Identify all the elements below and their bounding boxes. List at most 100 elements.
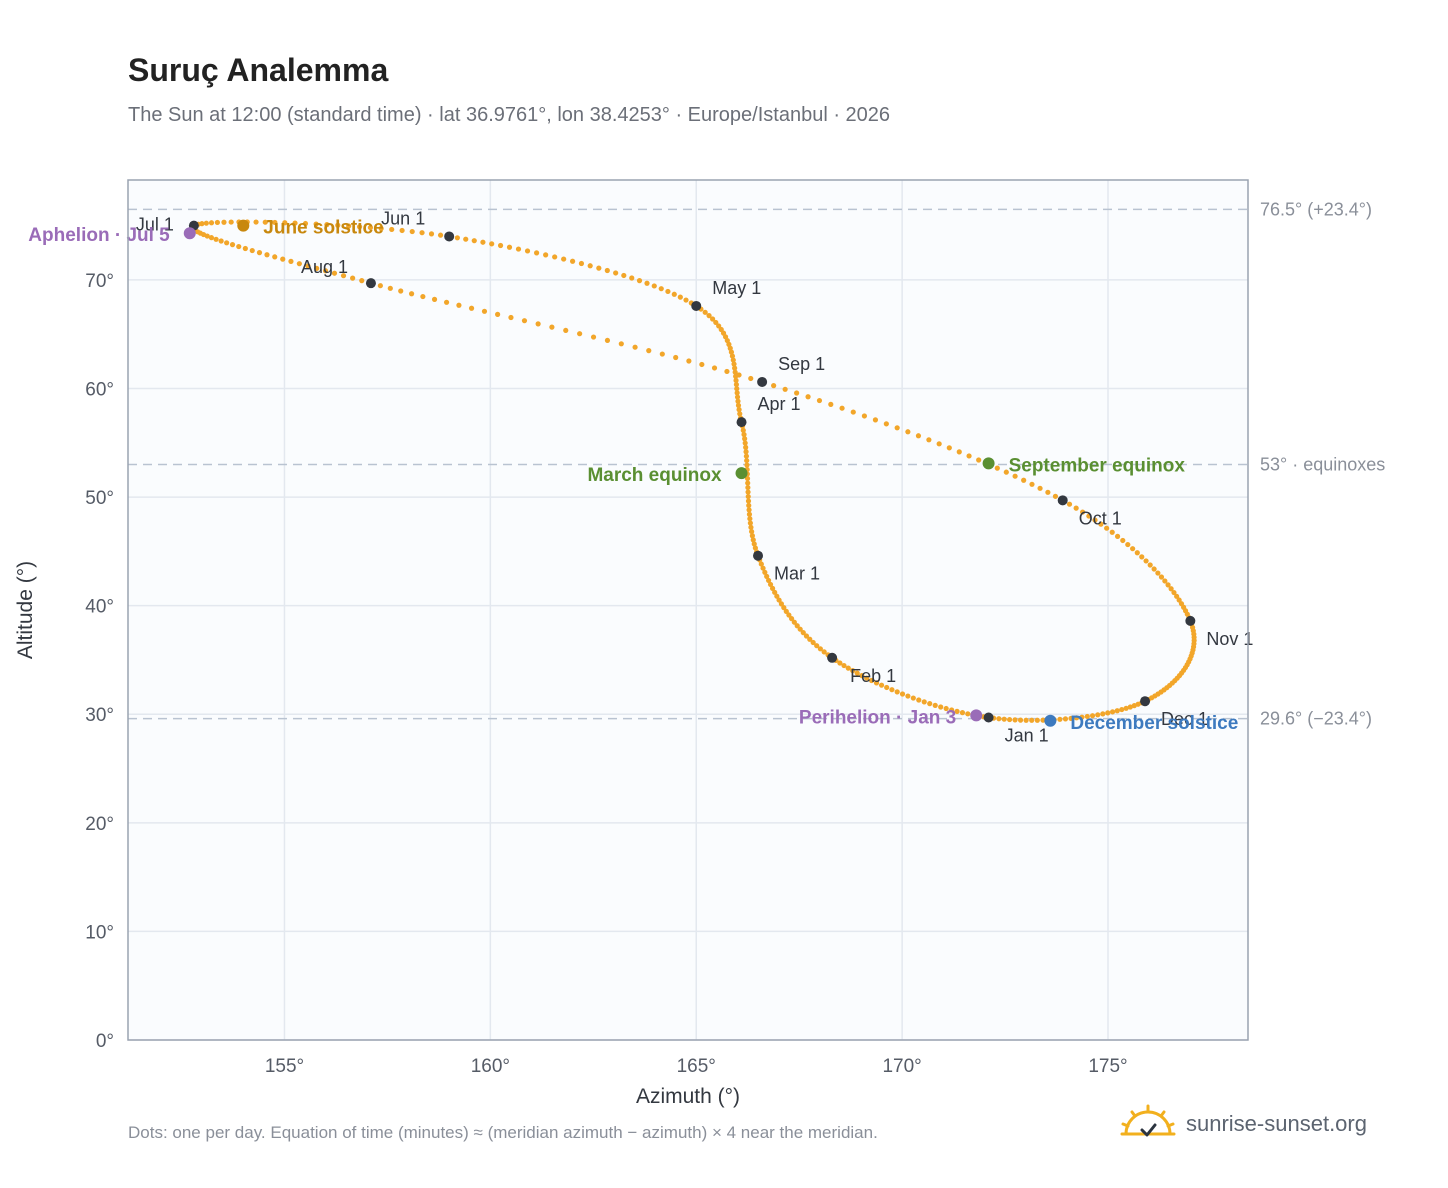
event-marker — [735, 467, 748, 480]
month-label: Apr 1 — [758, 394, 801, 414]
daily-dot — [242, 245, 248, 252]
daily-dot — [748, 375, 754, 382]
daily-dot — [733, 381, 740, 388]
daily-dot — [936, 441, 942, 447]
event-label: March equinox — [587, 465, 722, 486]
daily-dot — [1131, 703, 1137, 709]
event-label: September equinox — [1009, 455, 1186, 476]
daily-dot — [1134, 550, 1140, 556]
daily-dot — [495, 311, 501, 317]
daily-dot — [724, 368, 730, 375]
daily-dot — [884, 684, 890, 691]
daily-dot — [764, 573, 770, 579]
brand-logo[interactable]: sunrise-sunset.org — [1120, 1102, 1367, 1146]
daily-dot — [629, 275, 635, 281]
daily-dot — [229, 242, 236, 248]
month-marker — [736, 417, 747, 428]
month-label: Feb 1 — [850, 666, 896, 686]
daily-dot — [1100, 711, 1106, 717]
month-marker — [757, 376, 768, 387]
y-tick-label: 30° — [85, 705, 114, 726]
daily-dot — [889, 687, 895, 693]
daily-dot — [1171, 589, 1177, 596]
daily-dot — [322, 268, 329, 274]
daily-dot — [805, 394, 811, 400]
daily-dot — [1057, 716, 1063, 722]
daily-dot — [734, 386, 740, 392]
daily-dot — [702, 309, 708, 315]
daily-dot — [864, 675, 870, 681]
daily-dot — [314, 265, 320, 271]
month-label: Nov 1 — [1206, 629, 1253, 649]
daily-dot — [1003, 469, 1009, 475]
daily-dot — [515, 246, 522, 252]
daily-dot — [208, 235, 215, 241]
daily-dot — [224, 240, 230, 246]
month-marker — [983, 712, 994, 723]
daily-dot — [745, 480, 751, 486]
daily-dot — [1104, 525, 1110, 531]
daily-dot — [214, 219, 221, 226]
daily-dot — [228, 219, 234, 225]
month-label: Oct 1 — [1079, 508, 1122, 528]
event-markers: March equinox June solstice September equi… — [28, 218, 1238, 734]
event-marker — [1044, 714, 1057, 727]
daily-dot — [577, 331, 583, 337]
daily-dot — [868, 677, 875, 684]
daily-dot — [508, 314, 514, 321]
daily-dot — [839, 405, 845, 411]
y-tick-label: 60° — [85, 379, 114, 400]
daily-dot — [744, 462, 750, 468]
daily-dot — [966, 453, 972, 459]
daily-dot — [335, 222, 341, 228]
daily-dot — [463, 236, 469, 242]
daily-dot — [419, 230, 425, 236]
daily-dot — [1109, 529, 1115, 535]
daily-dot — [356, 224, 363, 230]
daily-dot — [794, 623, 800, 629]
daily-dot — [203, 220, 209, 226]
reference-line-label: 29.6° (−23.4°) — [1260, 709, 1372, 729]
daily-dot — [821, 649, 827, 655]
daily-dot — [1095, 712, 1101, 718]
daily-dot — [218, 238, 224, 244]
y-tick-label: 50° — [85, 488, 114, 509]
daily-dot — [1120, 537, 1126, 544]
daily-dot — [1012, 717, 1018, 723]
daily-dot — [894, 425, 900, 431]
daily-dot — [578, 260, 585, 267]
daily-dot — [959, 710, 966, 716]
daily-dot — [718, 326, 724, 333]
daily-dot — [746, 507, 752, 513]
daily-dot — [1174, 593, 1180, 599]
event-label: Aphelion · Jul 5 — [28, 225, 170, 246]
daily-dot — [746, 511, 753, 517]
daily-dot — [236, 243, 242, 250]
month-label: Jan 1 — [1005, 726, 1049, 746]
daily-dot — [204, 233, 210, 239]
daily-dot — [367, 224, 374, 231]
daily-dot — [497, 242, 504, 249]
daily-dot — [746, 502, 752, 509]
daily-dot — [468, 305, 475, 311]
daily-dot — [533, 250, 540, 256]
y-tick-label: 0° — [96, 1031, 114, 1052]
daily-dot — [744, 475, 751, 482]
daily-dot — [264, 252, 270, 258]
daily-dot — [781, 605, 787, 611]
daily-dot — [828, 401, 834, 407]
daily-dot — [1045, 489, 1051, 495]
daily-dot — [524, 248, 531, 254]
daily-dot — [1123, 705, 1129, 711]
y-tick-label: 40° — [85, 597, 114, 618]
daily-dot — [1089, 713, 1096, 719]
daily-dot — [1130, 546, 1136, 552]
daily-dot — [272, 219, 278, 226]
month-marker — [691, 300, 702, 311]
daily-dot — [305, 263, 311, 269]
daily-dot — [735, 402, 742, 409]
daily-dot — [489, 241, 495, 247]
daily-dot — [1021, 477, 1027, 483]
daily-dot — [772, 589, 778, 595]
daily-dot — [938, 704, 944, 710]
